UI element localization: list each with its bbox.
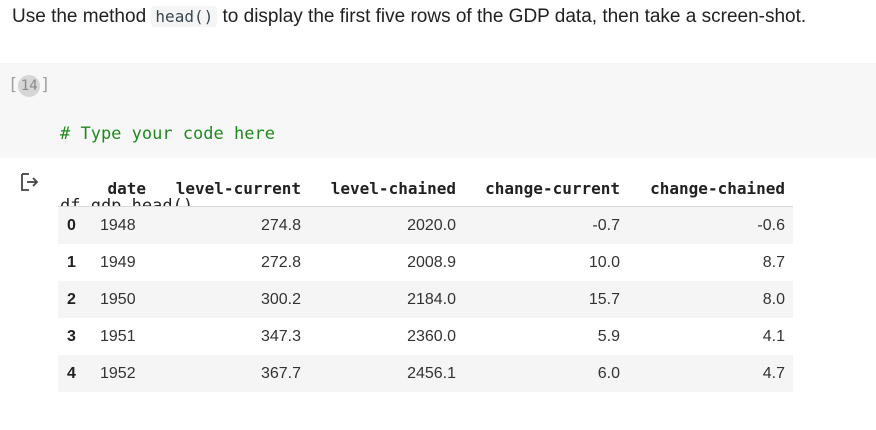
execution-count-prefix: [ (8, 75, 19, 95)
row-index: 3 (67, 327, 76, 345)
cell-change-current: 15.7 (464, 281, 628, 318)
cell-date: 1950 (94, 281, 154, 318)
cell-level-chained: 2008.9 (407, 253, 456, 271)
execution-count-suffix: ] (40, 75, 51, 95)
cell-date: 1951 (100, 327, 136, 345)
row-index: 2 (58, 281, 94, 318)
execution-count[interactable]: [14] (8, 75, 51, 97)
cell-level-current: 272.8 (260, 253, 301, 271)
cell-change-current: 6.0 (464, 355, 628, 392)
row-index: 4 (58, 355, 94, 392)
code-comment: # Type your code here (60, 124, 275, 144)
cell-level-current: 300.2 (154, 281, 309, 318)
table-row: 2 1950 300.2 2184.0 15.7 8.0 (58, 281, 793, 318)
cell-change-chained: 8.7 (762, 253, 785, 271)
column-header-change-chained: change-chained (628, 170, 793, 207)
table-header-row: date level-current level-chained change-… (58, 170, 793, 207)
cell-level-current: 367.7 (154, 355, 309, 392)
cell-change-current: 10.0 (588, 253, 620, 271)
cell-date: 1949 (100, 253, 136, 271)
cell-change-chained: 8.0 (628, 281, 793, 318)
dataframe-table: date level-current level-chained change-… (58, 170, 793, 392)
instruction-code: head() (151, 6, 218, 27)
column-header-index (58, 170, 94, 207)
instruction-text: Use the method head() to display the fir… (12, 6, 806, 28)
cell-date: 1952 (94, 355, 154, 392)
row-index: 0 (58, 206, 94, 244)
table-row: 3 1951 347.3 2360.0 5.9 4.1 (58, 318, 793, 355)
cell-level-current: 274.8 (154, 206, 309, 244)
cell-change-chained: 4.1 (762, 327, 785, 345)
cell-change-chained: 4.7 (628, 355, 793, 392)
instruction-before: Use the method (12, 6, 152, 27)
cell-level-chained: 2456.1 (309, 355, 464, 392)
cell-level-chained: 2020.0 (309, 206, 464, 244)
output-arrow-icon[interactable] (19, 172, 41, 192)
table-row: 1 1949 272.8 2008.9 10.0 8.7 (58, 244, 793, 281)
cell-change-chained: -0.6 (628, 206, 793, 244)
cell-date: 1948 (94, 206, 154, 244)
cell-change-current: -0.7 (464, 206, 628, 244)
execution-count-number: 14 (18, 75, 41, 97)
cell-level-chained: 2360.0 (407, 327, 456, 345)
column-header-date: date (94, 170, 154, 207)
cell-change-current: 5.9 (597, 327, 620, 345)
instruction-after: to display the first five rows of the GD… (217, 6, 807, 27)
row-index: 1 (67, 253, 76, 271)
cell-level-current: 347.3 (260, 327, 301, 345)
column-header-change-current: change-current (464, 170, 628, 207)
column-header-level-chained: level-chained (309, 170, 464, 207)
table-row: 4 1952 367.7 2456.1 6.0 4.7 (58, 355, 793, 392)
cell-level-chained: 2184.0 (309, 281, 464, 318)
column-header-level-current: level-current (154, 170, 309, 207)
code-cell[interactable]: [14] # Type your code here df_gdp.head() (0, 63, 876, 216)
table-row: 0 1948 274.8 2020.0 -0.7 -0.6 (58, 206, 793, 244)
